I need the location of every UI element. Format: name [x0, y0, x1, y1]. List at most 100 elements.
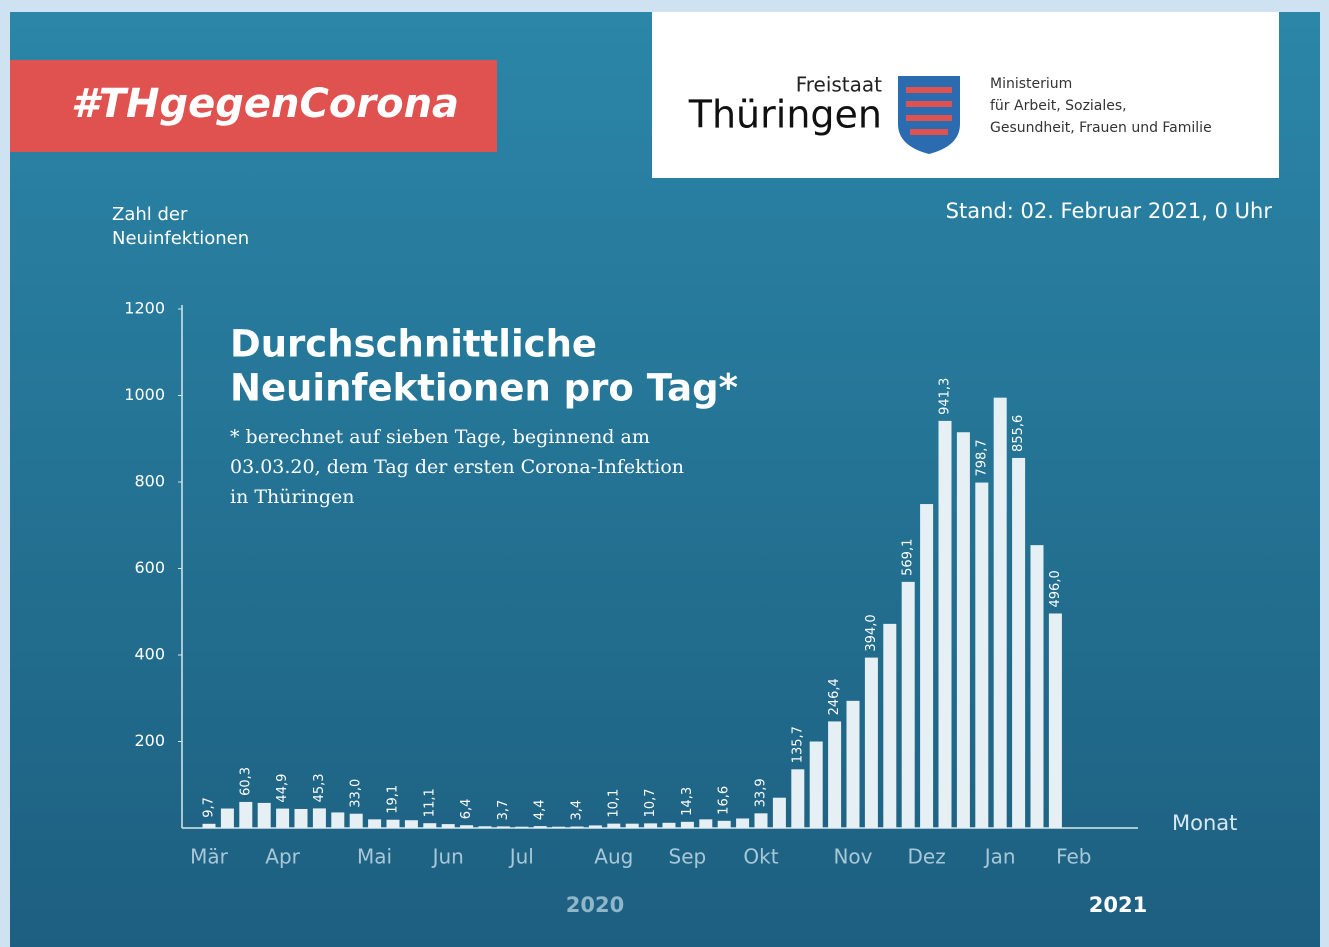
- value-label: 569,1: [901, 539, 916, 576]
- x-tick-label: Jan: [983, 845, 1016, 869]
- bar: [699, 819, 712, 828]
- bar: [331, 812, 344, 828]
- bar: [479, 826, 492, 828]
- x-label: Monat: [1172, 811, 1237, 835]
- value-label: 798,7: [974, 439, 989, 476]
- bar: [755, 813, 768, 828]
- bar: [258, 803, 271, 828]
- y-tick-label: 400: [134, 645, 165, 664]
- bar: [847, 701, 860, 828]
- x-tick-label: Aug: [594, 845, 633, 869]
- ministry-line: für Arbeit, Soziales,: [990, 98, 1127, 114]
- logo-big: Thüringen: [688, 93, 882, 137]
- bar: [497, 826, 510, 828]
- value-label: 941,3: [938, 378, 953, 415]
- value-label: 9,7: [202, 797, 217, 818]
- bar: [791, 769, 804, 828]
- y-label: Neuinfektionen: [112, 228, 249, 249]
- y-label: Zahl der: [112, 204, 188, 225]
- y-tick-label: 1000: [124, 385, 165, 404]
- x-tick-label: Dez: [907, 845, 945, 869]
- bar: [663, 823, 676, 828]
- value-label: 60,3: [238, 767, 253, 796]
- bar: [423, 823, 436, 828]
- footnote: in Thüringen: [230, 486, 355, 508]
- bar: [221, 809, 234, 828]
- bar: [387, 820, 400, 828]
- bar: [442, 824, 455, 828]
- x-tick-label: Sep: [669, 845, 707, 869]
- value-label: 496,0: [1048, 570, 1063, 607]
- x-tick-label: Mär: [190, 845, 229, 869]
- chart-title: Durchschnittliche: [230, 323, 597, 366]
- bar: [571, 827, 584, 828]
- bar: [460, 825, 473, 828]
- bar: [718, 821, 731, 828]
- y-tick-label: 800: [134, 472, 165, 491]
- y-tick-label: 600: [134, 558, 165, 577]
- value-label: 3,4: [570, 800, 585, 821]
- bar: [295, 809, 308, 828]
- y-tick-label: 200: [134, 731, 165, 750]
- footnote: 03.03.20, dem Tag der ersten Corona-Infe…: [230, 456, 684, 478]
- value-label: 6,4: [459, 799, 474, 820]
- bar: [736, 818, 749, 828]
- bar: [589, 825, 602, 828]
- value-label: 11,1: [422, 788, 437, 817]
- bar: [644, 823, 657, 828]
- value-label: 4,4: [533, 799, 548, 820]
- bar: [994, 398, 1007, 828]
- x-tick-label: Mai: [357, 845, 392, 869]
- bar: [957, 432, 970, 828]
- bar: [239, 802, 252, 828]
- bar: [203, 824, 216, 828]
- bar: [313, 808, 326, 828]
- value-label: 19,1: [386, 785, 401, 814]
- value-label: 10,1: [606, 789, 621, 818]
- hashtag: #THgegenCorona: [71, 81, 459, 127]
- value-label: 33,9: [754, 778, 769, 807]
- bar: [626, 824, 639, 828]
- x-tick-label: Nov: [833, 845, 872, 869]
- value-label: 44,9: [275, 774, 290, 803]
- x-tick-label: Jul: [508, 845, 534, 869]
- value-label: 10,7: [643, 788, 658, 817]
- value-label: 45,3: [312, 773, 327, 802]
- bar: [902, 582, 915, 828]
- value-label: 3,7: [496, 800, 511, 821]
- value-label: 394,0: [864, 614, 879, 651]
- bar: [828, 721, 841, 828]
- bar: [405, 820, 418, 828]
- x-tick-label: Jun: [431, 845, 464, 869]
- bar: [681, 822, 694, 828]
- bar: [920, 504, 933, 828]
- bar: [865, 658, 878, 828]
- year-label: 2021: [1089, 893, 1147, 917]
- bar: [810, 742, 823, 829]
- value-label: 16,6: [717, 786, 732, 815]
- bar: [552, 827, 565, 828]
- x-tick-label: Apr: [265, 845, 300, 869]
- y-tick-label: 1200: [124, 299, 165, 318]
- stand: Stand: 02. Februar 2021, 0 Uhr: [946, 199, 1273, 223]
- ministry-line: Ministerium: [990, 76, 1072, 92]
- value-label: 33,0: [349, 779, 364, 808]
- bar: [368, 819, 381, 828]
- bar: [607, 824, 620, 828]
- year-label: 2020: [566, 893, 624, 917]
- value-label: 855,6: [1011, 415, 1026, 452]
- ministry-line: Gesundheit, Frauen und Familie: [990, 120, 1212, 136]
- footnote: * berechnet auf sieben Tage, beginnend a…: [230, 426, 650, 448]
- bar: [534, 826, 547, 828]
- bar: [773, 798, 786, 828]
- bar: [1031, 545, 1044, 828]
- bar: [883, 624, 896, 828]
- value-label: 135,7: [790, 726, 805, 763]
- bar: [939, 421, 952, 828]
- infographic: #THgegenCorona Freistaat Thüringen Minis…: [0, 0, 1329, 947]
- chart-title: Neuinfektionen pro Tag*: [230, 367, 738, 410]
- bar: [1012, 458, 1025, 828]
- x-tick-label: Feb: [1056, 845, 1091, 869]
- bar: [515, 827, 528, 828]
- value-label: 246,4: [827, 678, 842, 715]
